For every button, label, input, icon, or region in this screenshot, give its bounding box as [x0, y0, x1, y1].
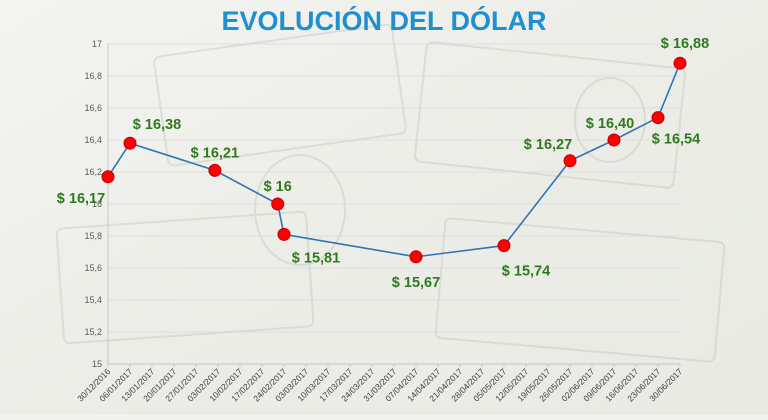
- data-point: [101, 170, 115, 184]
- y-tick-label: 16,8: [84, 71, 102, 81]
- y-tick-label: 15,4: [84, 295, 102, 305]
- y-axis: 17 16,8 16,6 16,4 16,2 16 15,8 15,6 15,4 15,2 15: [84, 39, 109, 369]
- data-label: $ 16,54: [652, 132, 700, 148]
- data-label: $ 15,67: [392, 275, 440, 291]
- y-tick-label: 15: [92, 359, 102, 369]
- data-label: $ 15,74: [502, 264, 550, 280]
- data-point: [409, 250, 423, 264]
- data-point: [607, 133, 621, 147]
- chart-title: EVOLUCIÓN DEL DÓLAR: [221, 5, 546, 36]
- data-label: $ 16,27: [524, 137, 572, 153]
- y-tick-label: 15,6: [84, 263, 102, 273]
- y-tick-label: 16: [92, 199, 102, 209]
- data-label: $ 16,88: [661, 36, 709, 52]
- data-point: [208, 163, 222, 177]
- data-label: $ 15,81: [292, 250, 340, 266]
- y-tick-label: 16,6: [84, 103, 102, 113]
- data-point: [651, 111, 665, 125]
- data-label: $ 16: [264, 179, 292, 195]
- y-tick-label: 17: [92, 39, 102, 49]
- data-point: [277, 227, 291, 241]
- data-labels: $ 16,17 $ 16,38 $ 16,21 $ 16 $ 15,81 $ 15,67 $…: [57, 36, 709, 291]
- banknote-watermark: [55, 23, 726, 363]
- data-point: [123, 136, 137, 150]
- data-label: $ 16,40: [586, 116, 634, 132]
- y-tick-label: 16,4: [84, 135, 102, 145]
- y-tick-label: 15,8: [84, 231, 102, 241]
- y-tick-label: 16,2: [84, 167, 102, 177]
- data-point: [673, 56, 687, 70]
- data-label: $ 16,38: [133, 117, 181, 133]
- data-label: $ 16,21: [191, 145, 239, 161]
- y-tick-label: 15,2: [84, 327, 102, 337]
- data-label: $ 16,17: [57, 191, 105, 207]
- data-point: [271, 197, 285, 211]
- data-point: [563, 154, 577, 168]
- data-point: [497, 239, 511, 253]
- series: [101, 56, 687, 264]
